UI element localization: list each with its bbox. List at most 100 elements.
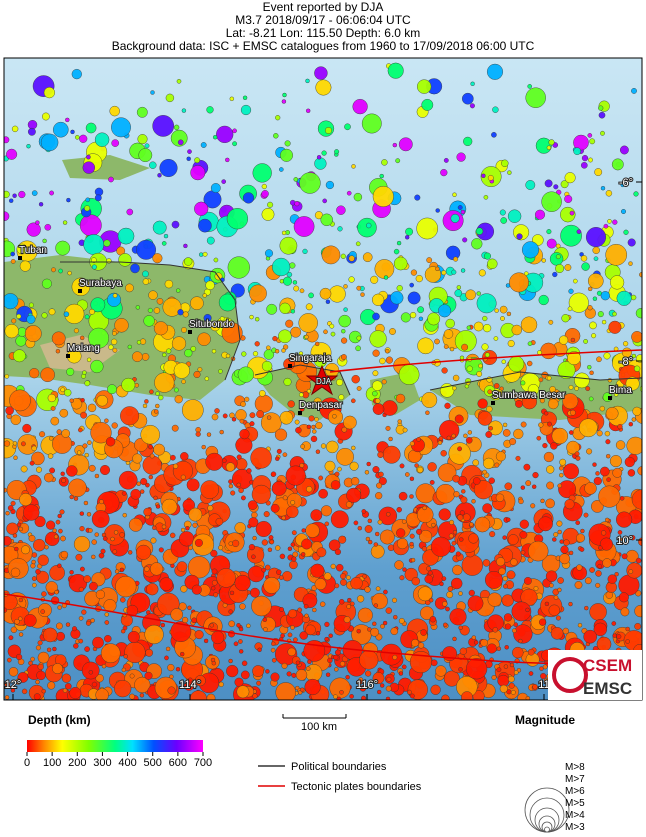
quake-dot bbox=[275, 115, 281, 121]
quake-dot bbox=[444, 402, 451, 409]
quake-dot bbox=[583, 338, 588, 344]
quake-dot bbox=[149, 161, 157, 169]
quake-dot bbox=[612, 467, 623, 478]
quake-dot bbox=[87, 403, 97, 413]
place-label: Malang bbox=[67, 343, 100, 354]
quake-dot bbox=[60, 550, 69, 559]
quake-dot bbox=[154, 409, 159, 414]
quake-dot bbox=[304, 678, 321, 696]
quake-dot bbox=[246, 468, 252, 474]
quake-dot bbox=[89, 308, 95, 315]
quake-dot bbox=[270, 471, 277, 477]
quake-dot bbox=[63, 389, 72, 397]
quake-dot bbox=[482, 503, 493, 514]
quake-dot bbox=[504, 623, 512, 630]
quake-dot bbox=[270, 672, 280, 682]
quake-dot bbox=[609, 275, 625, 290]
quake-dot bbox=[439, 581, 444, 587]
quake-dot bbox=[216, 125, 234, 143]
place-marker bbox=[608, 396, 612, 400]
quake-dot bbox=[487, 174, 494, 181]
quake-dot bbox=[417, 79, 432, 94]
quake-dot bbox=[509, 391, 515, 397]
quake-dot bbox=[472, 459, 480, 467]
quake-dot bbox=[435, 665, 447, 677]
quake-dot bbox=[304, 613, 309, 618]
quake-dot bbox=[617, 424, 623, 430]
quake-dot bbox=[82, 443, 88, 449]
quake-dot bbox=[320, 443, 327, 449]
quake-dot bbox=[120, 406, 140, 426]
quake-dot bbox=[487, 258, 498, 269]
quake-dot bbox=[249, 587, 260, 598]
quake-dot bbox=[507, 209, 522, 223]
quake-dot bbox=[312, 607, 317, 613]
quake-dot bbox=[229, 96, 235, 102]
quake-dot bbox=[10, 567, 21, 578]
quake-dot bbox=[79, 335, 85, 341]
quake-dot bbox=[134, 676, 151, 694]
quake-dot bbox=[628, 261, 633, 266]
quake-dot bbox=[560, 545, 569, 554]
quake-dot bbox=[51, 267, 56, 273]
quake-dot bbox=[478, 363, 483, 369]
quake-dot bbox=[71, 68, 82, 80]
quake-dot bbox=[229, 590, 235, 596]
quake-dot bbox=[472, 477, 481, 485]
quake-dot bbox=[443, 157, 449, 163]
quake-dot bbox=[314, 354, 327, 368]
quake-dot bbox=[570, 409, 576, 416]
quake-dot bbox=[158, 395, 164, 401]
tectonic-boundary bbox=[329, 349, 642, 373]
quake-dot bbox=[183, 257, 193, 266]
quake-dot bbox=[291, 556, 297, 562]
quake-dot bbox=[295, 427, 302, 434]
quake-dot bbox=[88, 327, 110, 349]
quake-dot bbox=[532, 484, 537, 489]
quake-dot bbox=[18, 526, 23, 532]
quake-dot bbox=[583, 512, 589, 518]
quake-dot bbox=[314, 417, 319, 422]
map: DJA Tuban Surabaya Situbondo Malang Singaraj… bbox=[4, 58, 642, 700]
quake-dot bbox=[73, 643, 79, 649]
quake-dot bbox=[362, 252, 373, 263]
logo-text: CSEM bbox=[583, 656, 632, 675]
quake-dot bbox=[136, 239, 157, 260]
quake-dot bbox=[204, 376, 210, 381]
quake-dot bbox=[251, 554, 256, 560]
lon-tick-label: 11 bbox=[538, 679, 549, 691]
quake-dot bbox=[222, 413, 228, 419]
quake-dot bbox=[522, 241, 540, 259]
quake-dot bbox=[118, 253, 132, 267]
quake-dot bbox=[612, 219, 618, 225]
quake-dot bbox=[104, 612, 109, 617]
quake-dot bbox=[405, 227, 413, 236]
quake-dot bbox=[37, 554, 49, 566]
quake-dot bbox=[246, 623, 251, 628]
quake-dot bbox=[210, 183, 221, 193]
quake-dot bbox=[251, 595, 272, 617]
quake-dot bbox=[307, 659, 312, 664]
quake-dot bbox=[340, 579, 347, 586]
quake-dot bbox=[525, 607, 530, 613]
quake-dot bbox=[467, 430, 472, 435]
quake-dot bbox=[494, 308, 499, 313]
quake-dot bbox=[587, 133, 593, 138]
quake-dot bbox=[625, 639, 630, 644]
quake-dot bbox=[18, 616, 23, 621]
quake-dot bbox=[625, 376, 640, 391]
quake-dot bbox=[487, 63, 504, 80]
quake-dot bbox=[256, 680, 261, 686]
quake-dot bbox=[482, 315, 488, 322]
quake-dot bbox=[509, 662, 515, 668]
quake-dot bbox=[607, 574, 617, 584]
tectonic-boundary bbox=[4, 593, 561, 665]
quake-dot bbox=[592, 246, 600, 255]
quake-dot bbox=[487, 420, 503, 436]
quake-dot bbox=[299, 631, 308, 640]
quake-dot bbox=[415, 483, 436, 504]
magnitude-circle bbox=[544, 826, 550, 833]
quake-dot bbox=[343, 307, 348, 312]
quake-dot bbox=[409, 476, 415, 481]
